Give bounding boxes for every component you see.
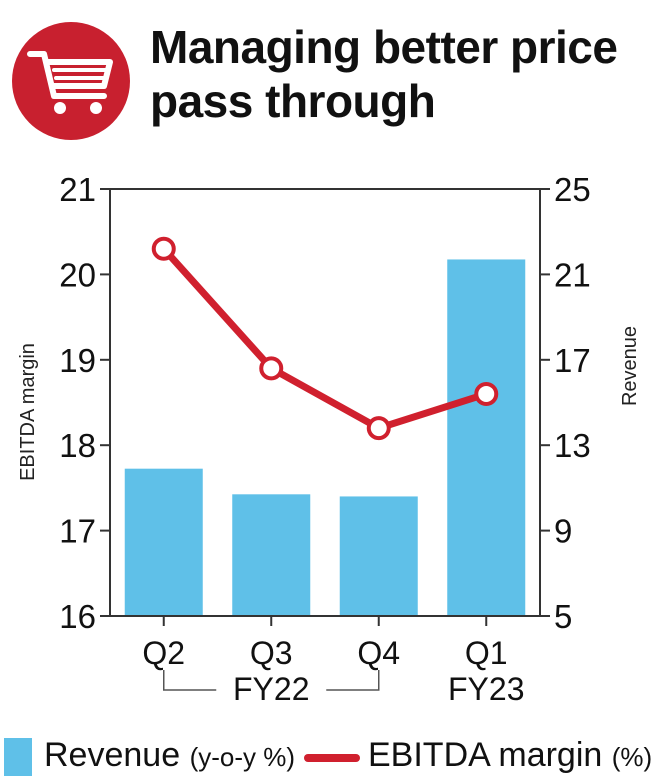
x-axis-labels: Q2 Q3 Q4 Q1 <box>142 616 508 671</box>
left-axis-ticks: 16 17 18 19 20 21 <box>59 171 110 635</box>
legend-ebitda-label: EBITDA margin (%) <box>368 736 652 775</box>
right-tick-label: 25 <box>554 171 591 208</box>
legend-ebitda-name: EBITDA margin <box>368 736 603 774</box>
group-bracket-right <box>326 670 380 691</box>
revenue-bars <box>124 259 526 616</box>
right-tick-label: 13 <box>554 427 591 464</box>
x-tick-label: Q2 <box>142 635 185 671</box>
cart-badge <box>12 22 130 140</box>
legend: Revenue (y-o-y %) EBITDA margin (%) <box>0 722 660 781</box>
left-tick-label: 16 <box>59 598 96 635</box>
x-tick-label: Q1 <box>465 635 508 671</box>
left-tick-label: 19 <box>59 342 96 379</box>
plot-frame <box>109 188 541 617</box>
revenue-bar <box>339 496 418 616</box>
right-axis-title: Revenue <box>619 326 641 406</box>
chart-title: Managing better price pass through <box>150 20 650 128</box>
legend-revenue-name: Revenue <box>44 736 181 774</box>
revenue-bar <box>124 468 203 616</box>
legend-revenue-label: Revenue (y-o-y %) <box>44 736 295 775</box>
fiscal-year-label: FY22 <box>233 671 309 707</box>
legend-revenue-unit: (y-o-y %) <box>189 742 295 772</box>
left-axis-title: EBITDA margin <box>17 343 39 481</box>
legend-ebitda-swatch <box>304 754 360 762</box>
ebitda-margin-point <box>259 356 284 381</box>
ebitda-margin-point <box>474 381 499 406</box>
left-tick-label: 18 <box>59 427 96 464</box>
shopping-cart-icon <box>27 51 113 114</box>
ebitda-margin-point <box>366 416 391 441</box>
ebitda-margin-line <box>151 236 499 441</box>
x-tick-label: Q4 <box>357 635 400 671</box>
revenue-bar <box>447 259 526 616</box>
right-tick-label: 9 <box>554 513 572 550</box>
fiscal-year-label: FY23 <box>448 671 524 707</box>
combo-chart: 16 17 18 19 20 21 5 9 13 17 21 25 EBITDA margin Re… <box>17 171 641 707</box>
right-axis-ticks: 5 9 13 17 21 25 <box>540 171 591 635</box>
left-tick-label: 17 <box>59 513 96 550</box>
fiscal-year-groups: FY22 FY23 <box>163 670 524 707</box>
revenue-bar <box>232 494 311 616</box>
group-bracket-left <box>163 670 217 691</box>
right-tick-label: 21 <box>554 256 591 293</box>
chart-title-line2: pass through <box>150 75 436 127</box>
legend-revenue-swatch <box>4 738 32 776</box>
right-tick-label: 5 <box>554 598 572 635</box>
x-tick-label: Q3 <box>250 635 293 671</box>
chart-title-line1: Managing better price <box>150 21 618 73</box>
ebitda-margin-polyline <box>160 245 490 432</box>
right-tick-label: 17 <box>554 342 591 379</box>
ebitda-margin-point <box>151 236 176 261</box>
legend-ebitda-unit: (%) <box>611 742 653 772</box>
left-tick-label: 20 <box>59 256 96 293</box>
chart-header: Managing better price pass through <box>0 0 660 150</box>
left-tick-label: 21 <box>59 171 96 208</box>
